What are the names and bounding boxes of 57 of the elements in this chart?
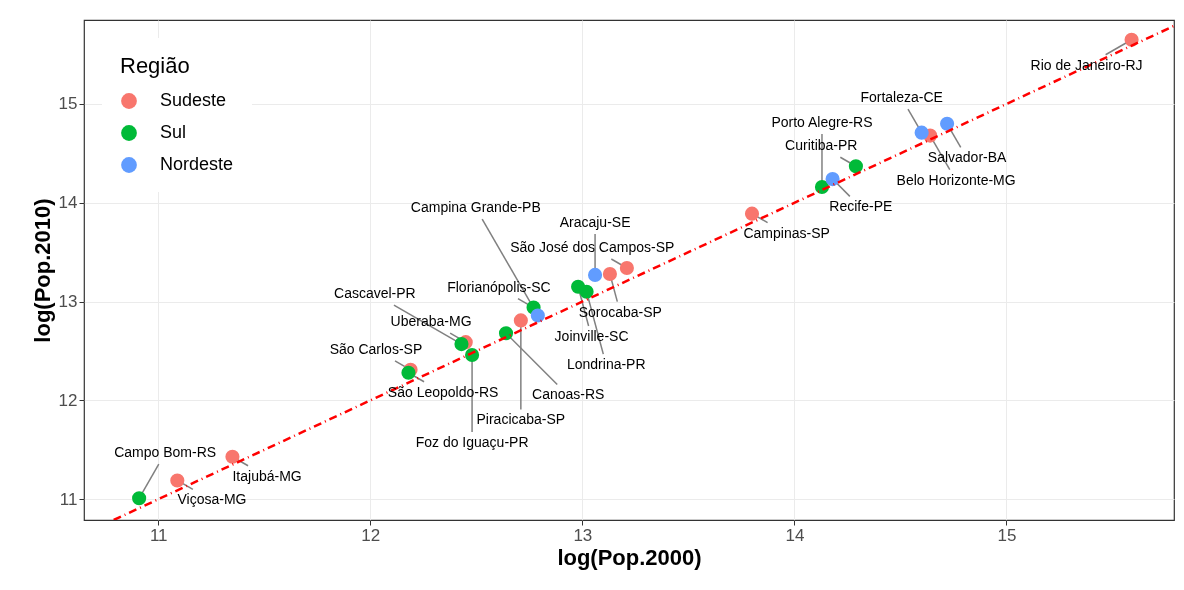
annotation: Cascavel-PR <box>334 285 416 302</box>
legend-title: Região <box>120 53 190 78</box>
point <box>602 266 617 282</box>
annotation: Sorocaba-SP <box>578 303 662 320</box>
y-tick-label: 15 <box>58 94 78 114</box>
point <box>914 125 929 140</box>
y-tick-label: 13 <box>58 292 78 312</box>
annotation: São José dos Campos-SP <box>510 239 675 256</box>
annotation: Rio de Janeiro-RJ <box>1030 56 1143 73</box>
legend-label: Nordeste <box>160 154 234 174</box>
annotation: Salvador-BA <box>927 149 1008 166</box>
y-tick-label: 11 <box>59 489 78 509</box>
x-tick-label: 15 <box>997 525 1017 545</box>
x-tick-label: 12 <box>361 525 381 545</box>
y-tick-label: 12 <box>58 390 78 410</box>
annotation: Itajubá-MG <box>232 467 302 484</box>
x-tick-label: 14 <box>785 525 805 545</box>
annotation: Recife-PE <box>829 198 893 215</box>
point <box>530 308 545 323</box>
annotation: Piracicaba-SP <box>476 411 566 428</box>
annotation: Campina Grande-PB <box>410 199 541 216</box>
annotation: Belo Horizonte-MG <box>896 171 1016 188</box>
annotation: Porto Alegre-RS <box>771 114 873 130</box>
point <box>170 473 185 488</box>
point <box>588 267 603 282</box>
point <box>744 206 760 221</box>
point <box>825 172 840 187</box>
annotation: Campo Bom-RS <box>114 444 217 461</box>
annotation: Curitiba-PR <box>785 137 858 154</box>
x-axis-title: log(Pop.2000) <box>557 544 702 570</box>
annotation: Campinas-SP <box>743 224 830 241</box>
point <box>225 449 240 464</box>
annotation: Florianópolis-SC <box>447 278 551 295</box>
x-tick-label: 11 <box>149 525 168 545</box>
annotation: São Leopoldo-RS <box>387 383 499 400</box>
annotation: Foz do Iguaçu-PR <box>415 433 529 450</box>
annotation: Fortaleza-CE <box>860 89 943 106</box>
point <box>848 159 863 174</box>
annotation: Viçosa-MG <box>177 491 247 508</box>
point <box>513 313 528 328</box>
y-tick-label: 14 <box>58 193 78 213</box>
legend-label: Sul <box>160 122 187 142</box>
y-axis-title: log(Pop.2010) <box>29 198 55 343</box>
annotation: Londrina-PR <box>566 356 646 373</box>
annotation: Canoas-RS <box>532 386 605 403</box>
point <box>619 260 634 276</box>
annotation: Uberaba-MG <box>390 313 472 330</box>
annotation: Aracaju-SE <box>559 213 631 230</box>
legend-label: Sudeste <box>160 90 227 110</box>
point <box>132 491 147 506</box>
x-tick-label: 13 <box>573 525 593 545</box>
point <box>498 326 514 341</box>
point <box>579 284 594 299</box>
point <box>454 337 469 352</box>
annotation: São Carlos-SP <box>329 340 423 357</box>
annotation: Joinville-SC <box>554 328 629 345</box>
point <box>940 116 955 131</box>
